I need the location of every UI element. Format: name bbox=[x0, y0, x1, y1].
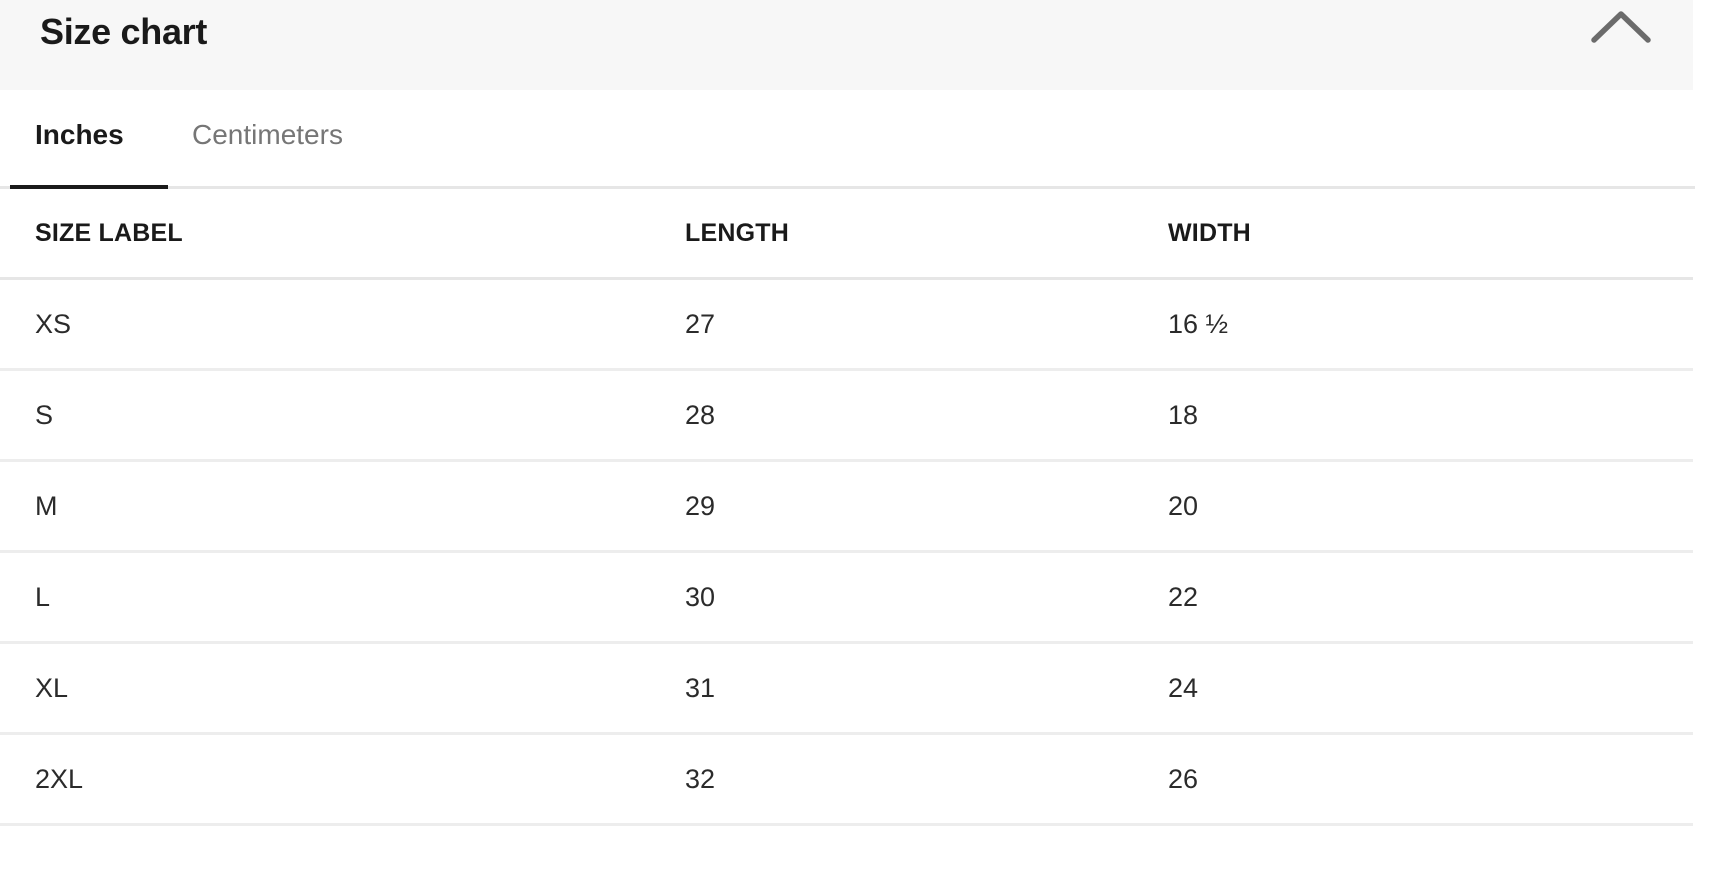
cell-length: 31 bbox=[660, 642, 1143, 735]
page-title: Size chart bbox=[40, 11, 208, 52]
cell-width: 20 bbox=[1143, 460, 1693, 553]
column-header-length: LENGTH bbox=[660, 189, 1143, 280]
cell-size-label: L bbox=[0, 551, 660, 644]
cell-width: 18 bbox=[1143, 369, 1693, 462]
table-row: XL 31 24 bbox=[0, 642, 1693, 735]
table-row: S 28 18 bbox=[0, 369, 1693, 462]
cell-size-label: S bbox=[0, 369, 660, 462]
cell-width: 16 ½ bbox=[1143, 278, 1693, 371]
cell-width: 24 bbox=[1143, 642, 1693, 735]
size-chart-table: SIZE LABEL LENGTH WIDTH XS 27 16 ½ S 28 … bbox=[0, 189, 1693, 826]
collapse-toggle-button[interactable] bbox=[1586, 2, 1656, 52]
tab-inches[interactable]: Inches bbox=[35, 115, 124, 155]
cell-length: 29 bbox=[660, 460, 1143, 553]
cell-width: 26 bbox=[1143, 733, 1693, 826]
cell-length: 27 bbox=[660, 278, 1143, 371]
table-row: M 29 20 bbox=[0, 460, 1693, 553]
table-row: L 30 22 bbox=[0, 551, 1693, 644]
cell-length: 32 bbox=[660, 733, 1143, 826]
unit-tabs: Inches Centimeters bbox=[0, 90, 1695, 189]
cell-width: 22 bbox=[1143, 551, 1693, 644]
cell-length: 28 bbox=[660, 369, 1143, 462]
size-chart-widget: Size chart Inches Centimeters SIZE LABEL… bbox=[0, 0, 1695, 826]
tab-centimeters[interactable]: Centimeters bbox=[192, 115, 343, 155]
column-header-size-label: SIZE LABEL bbox=[0, 189, 660, 280]
panel-header: Size chart bbox=[0, 0, 1693, 90]
table-row: XS 27 16 ½ bbox=[0, 278, 1693, 371]
chevron-up-icon bbox=[1586, 2, 1656, 52]
active-tab-indicator bbox=[10, 185, 168, 189]
table-row: 2XL 32 26 bbox=[0, 733, 1693, 826]
cell-size-label: 2XL bbox=[0, 733, 660, 826]
cell-size-label: XS bbox=[0, 278, 660, 371]
cell-size-label: XL bbox=[0, 642, 660, 735]
cell-size-label: M bbox=[0, 460, 660, 553]
table-header-row: SIZE LABEL LENGTH WIDTH bbox=[0, 189, 1693, 280]
cell-length: 30 bbox=[660, 551, 1143, 644]
column-header-width: WIDTH bbox=[1143, 189, 1693, 280]
